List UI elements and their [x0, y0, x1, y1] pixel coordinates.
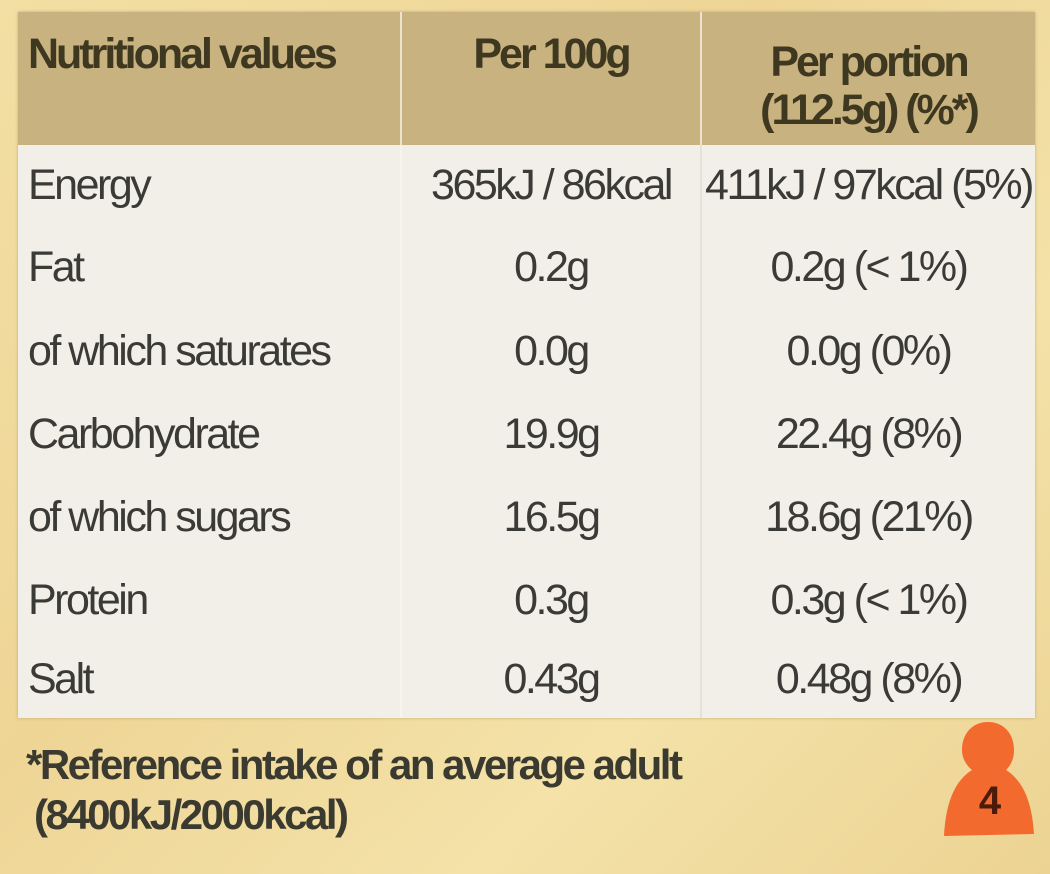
row-label: of which saturates: [28, 326, 332, 375]
row-per-100g: 19.9g: [400, 393, 700, 475]
header-per-portion-line1: Per portion: [770, 37, 969, 86]
row-per-100g: 16.5g: [400, 475, 700, 559]
table-row: Energy 365kJ / 86kcal 411kJ / 97kcal (5%): [18, 145, 1035, 225]
table-row: Fat 0.2g 0.2g (< 1%): [18, 225, 1035, 309]
row-per-100g: 0.3g: [400, 559, 700, 641]
footnote: *Reference intake of an average adult (8…: [26, 740, 683, 840]
header-per-portion: Per portion (112.5g) (%*): [700, 12, 1035, 145]
footnote-line2: (8400kJ/2000kcal): [34, 791, 349, 838]
table-row: Protein 0.3g 0.3g (< 1%): [18, 559, 1035, 641]
row-per-portion: 22.4g (8%): [700, 393, 1035, 475]
footnote-line1: *Reference intake of an average adult: [26, 741, 683, 788]
table-row: Carbohydrate 19.9g 22.4g (8%): [18, 393, 1035, 475]
row-per-portion: 0.2g (< 1%): [700, 225, 1035, 309]
row-per-100g: 0.43g: [400, 641, 700, 718]
table-header: Nutritional values Per 100g Per portion …: [18, 12, 1035, 145]
table-row: of which sugars 16.5g 18.6g (21%): [18, 475, 1035, 559]
badge-number: 4: [979, 779, 1002, 823]
table-row: Salt 0.43g 0.48g (8%): [18, 641, 1035, 718]
row-label: Energy: [28, 160, 152, 209]
header-per-portion-line2: (112.5g) (%*): [760, 85, 980, 134]
row-per-portion: 0.3g (< 1%): [700, 559, 1035, 641]
row-per-100g: 0.0g: [400, 309, 700, 393]
row-per-portion: 0.48g (8%): [700, 641, 1035, 718]
row-per-portion: 18.6g (21%): [700, 475, 1035, 559]
row-label: Carbohydrate: [28, 409, 261, 458]
row-label: Protein: [28, 575, 149, 624]
row-label: Fat: [28, 242, 85, 291]
header-per-100g: Per 100g: [400, 12, 700, 145]
table-row: of which saturates 0.0g 0.0g (0%): [18, 309, 1035, 393]
row-per-100g: 365kJ / 86kcal: [400, 145, 700, 225]
row-label: of which sugars: [28, 492, 292, 541]
nutrition-table: Nutritional values Per 100g Per portion …: [18, 12, 1035, 718]
row-label: Salt: [28, 655, 95, 703]
row-per-portion: 411kJ / 97kcal (5%): [700, 145, 1035, 225]
row-per-portion: 0.0g (0%): [700, 309, 1035, 393]
header-nutritional-values: Nutritional values: [28, 30, 338, 78]
row-per-100g: 0.2g: [400, 225, 700, 309]
portion-person-icon: 4: [944, 722, 1034, 836]
